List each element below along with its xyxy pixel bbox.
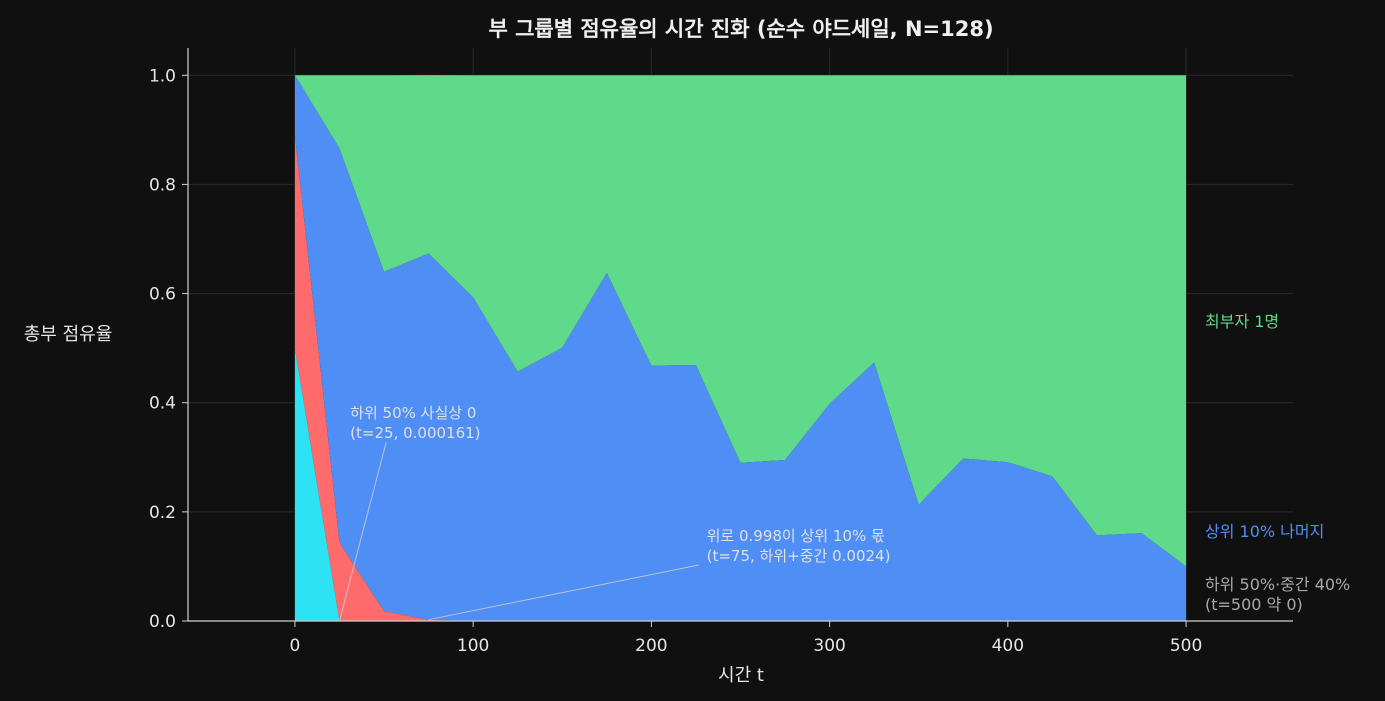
- area-series-3: [294, 75, 1187, 567]
- y-tick-label: 0.8: [149, 175, 176, 195]
- y-axis-label: 총부 점유율: [24, 324, 113, 345]
- side-label-sub: (t=500 약 0): [1205, 595, 1303, 614]
- side-label: 하위 50%·중간 40%: [1205, 575, 1350, 594]
- x-tick-label: 400: [992, 636, 1024, 656]
- annotation-subtext: (t=75, 하위+중간 0.0024): [707, 547, 891, 565]
- x-tick-label: 500: [1170, 636, 1202, 656]
- stacked-areas: [294, 75, 1187, 622]
- area-series-2: [294, 75, 1187, 622]
- annotation-arrow: [339, 442, 387, 622]
- annotation-arrow: [428, 564, 699, 621]
- y-tick-label: 1.0: [149, 66, 176, 86]
- x-tick-label: 300: [813, 636, 845, 656]
- x-tick-label: 200: [635, 636, 667, 656]
- y-tick-labels: 0.0 0.2 0.4 0.6 0.8 1.0: [149, 66, 176, 632]
- y-tick-label: 0.4: [149, 394, 176, 414]
- side-label: 상위 10% 나머지: [1205, 522, 1324, 541]
- x-tick-label: 0: [290, 636, 301, 656]
- x-tick-labels: 0 100 200 300 400 500: [290, 636, 1203, 656]
- chart-title: 부 그룹별 점유율의 시간 진화 (순수 야드세일, N=128): [488, 17, 993, 41]
- side-label: 최부자 1명: [1205, 312, 1279, 331]
- x-axis-label: 시간 t: [718, 665, 764, 686]
- axes: [182, 48, 1293, 627]
- annotation-subtext: (t=25, 0.000161): [350, 424, 480, 442]
- annotation-text: 하위 50% 사실상 0: [350, 404, 476, 422]
- x-tick-label: 100: [457, 636, 489, 656]
- y-tick-label: 0.6: [149, 285, 176, 305]
- y-tick-label: 0.0: [149, 612, 176, 632]
- y-tick-label: 0.2: [149, 503, 176, 523]
- annotations: 하위 50% 사실상 0 (t=25, 0.000161) 위로 0.998이 상위…: [339, 404, 891, 622]
- annotation-text: 위로 0.998이 상위 10% 몫: [707, 527, 885, 545]
